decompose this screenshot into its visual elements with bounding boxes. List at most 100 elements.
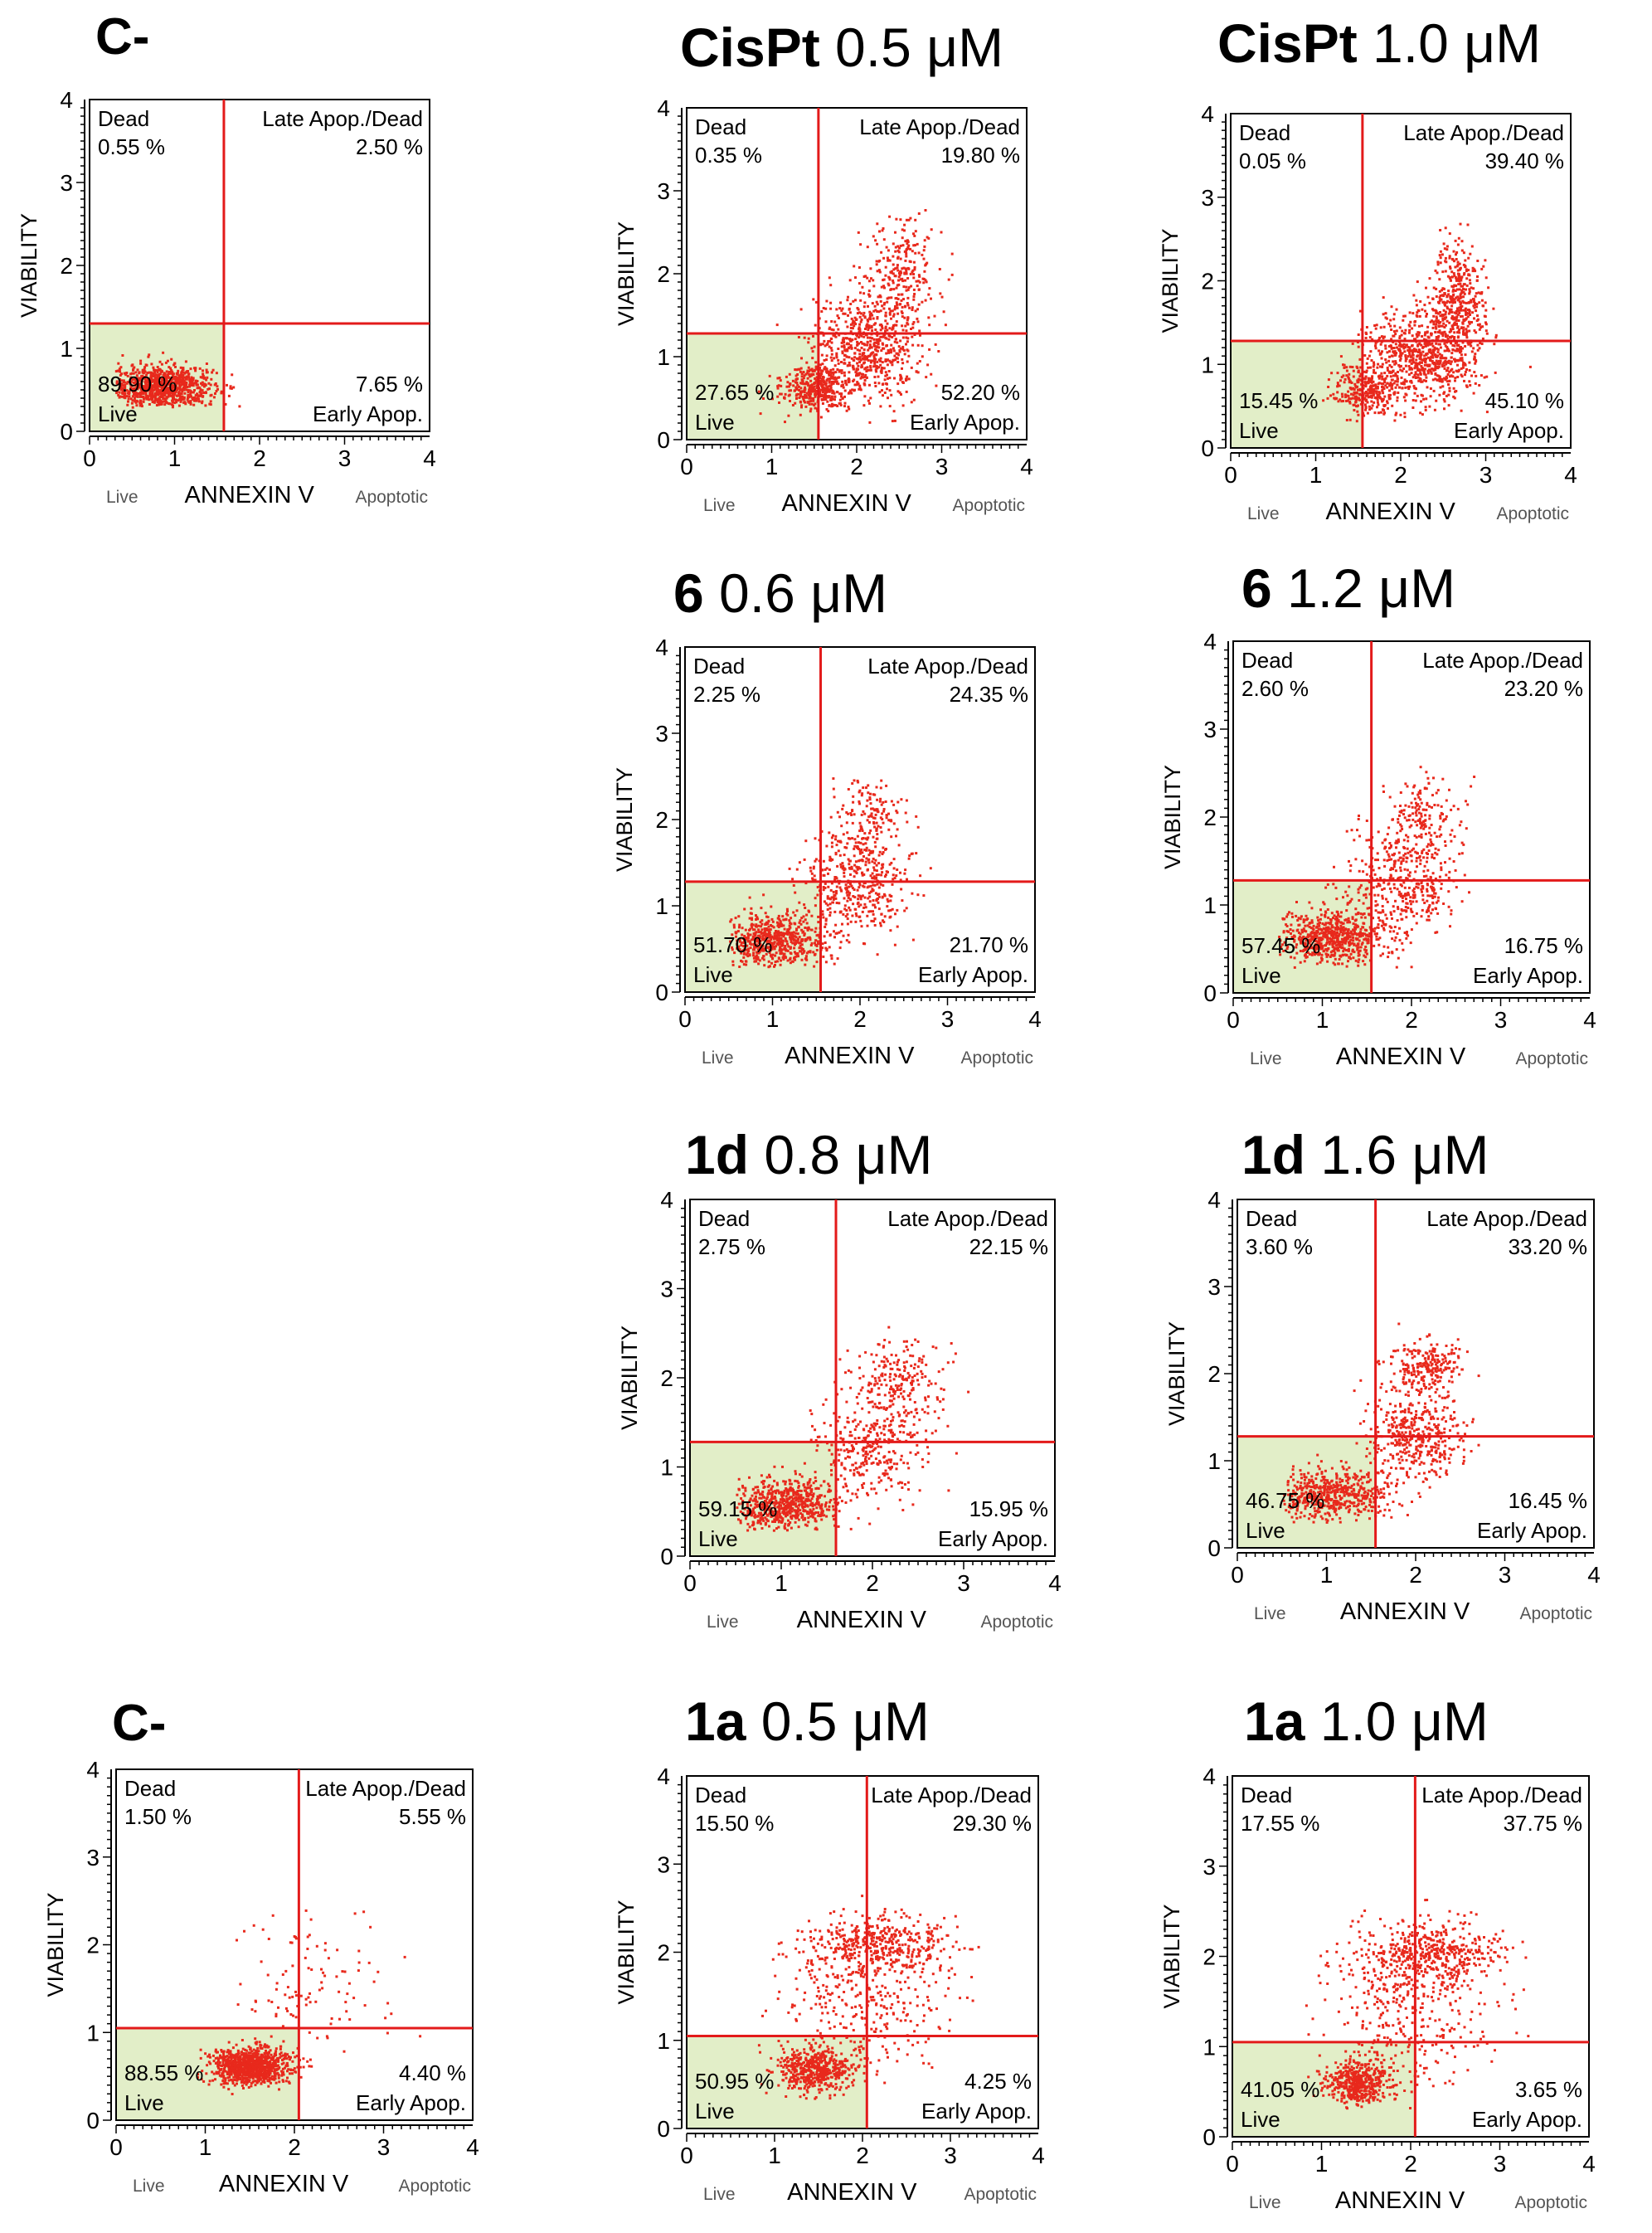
event-dot [858,266,861,269]
event-dot [907,304,910,307]
event-dot [867,246,869,248]
event-dot [1425,361,1427,363]
event-dot [1465,289,1467,291]
event-dot [1334,397,1337,400]
quadrant-dead-label: Dead [98,106,149,131]
event-dot [829,898,832,900]
event-dot [1368,396,1371,398]
event-dot [799,945,802,947]
event-dot [1399,355,1402,358]
event-dot [1438,322,1441,324]
event-dot [1469,369,1471,372]
event-dot [1449,390,1451,392]
event-dot [1452,328,1455,330]
event-dot [205,391,207,393]
event-dot [835,353,838,355]
event-dot [1345,400,1348,402]
event-dot [905,343,907,346]
event-dot [1454,322,1456,324]
event-dot [803,903,805,906]
event-dot [1482,338,1484,340]
event-dot [1484,377,1486,379]
event-dot [814,904,817,907]
event-dot [910,285,912,288]
event-dot [892,280,894,282]
event-dot [1356,405,1358,407]
event-dot [876,222,878,225]
event-dot [800,391,803,393]
event-dot [873,358,876,360]
event-dot [838,849,840,852]
event-dot [189,400,192,402]
event-dot [903,229,906,231]
event-dot [809,369,811,372]
quadrant-early-value: 7.65 % [356,372,423,396]
event-dot [190,367,192,370]
event-dot [1471,311,1474,314]
quadrant-dead-value: 0.35 % [695,143,762,168]
event-dot [211,372,213,374]
event-dot [1431,356,1434,358]
event-dot [1431,353,1434,356]
event-dot [784,956,786,958]
event-dot [848,392,851,394]
event-dot [794,956,797,958]
event-dot [899,351,901,353]
event-dot [1427,336,1430,338]
event-dot [838,362,840,365]
event-dot [874,309,877,311]
event-dot [1329,394,1332,396]
event-dot [872,899,875,902]
event-dot [888,327,891,329]
event-dot [1460,410,1463,412]
event-dot [1382,313,1385,315]
event-dot [896,358,899,360]
event-dot [177,370,179,372]
event-dot [779,952,781,955]
event-dot [1386,400,1388,402]
event-dot [872,279,874,281]
event-dot [853,896,856,898]
event-dot [1411,355,1413,358]
event-dot [821,362,824,365]
event-dot [853,838,856,840]
event-dot [230,385,232,387]
quadrant-early-label: Early Apop. [1454,418,1564,443]
event-dot [231,373,233,376]
scatter-panel-4: 6 0.6 μM0 1 2 3 401234ANNEXIN VLive Apoptotic… [612,562,1042,1069]
event-dot [1445,324,1447,327]
event-dot [887,256,889,259]
event-dot [899,271,901,274]
event-dot [895,218,897,221]
event-dot [1460,353,1463,356]
x-axis-left-label: Live [106,488,138,507]
event-dot [167,360,169,362]
event-dot [1451,302,1454,304]
event-dot [215,382,217,385]
event-dot [900,888,902,891]
event-dot [886,905,888,907]
event-dot [768,929,770,932]
event-dot [1348,381,1351,383]
event-dot [889,279,892,281]
event-dot [1369,336,1372,338]
event-dot [1458,237,1460,240]
event-dot [202,396,204,398]
event-dot [1421,347,1424,349]
event-dot [1469,282,1471,285]
event-dot [1336,391,1339,393]
event-dot [838,402,841,405]
event-dot [809,385,812,387]
event-dot [843,935,845,937]
event-dot [812,373,814,376]
event-dot [1476,275,1479,278]
event-dot [808,951,810,953]
event-dot [791,878,794,880]
event-dot [829,912,832,914]
event-dot [1404,333,1407,335]
event-dot [879,922,882,924]
event-dot [834,364,837,367]
event-dot [1469,301,1471,304]
event-dot [907,350,910,353]
event-dot [1416,343,1419,346]
